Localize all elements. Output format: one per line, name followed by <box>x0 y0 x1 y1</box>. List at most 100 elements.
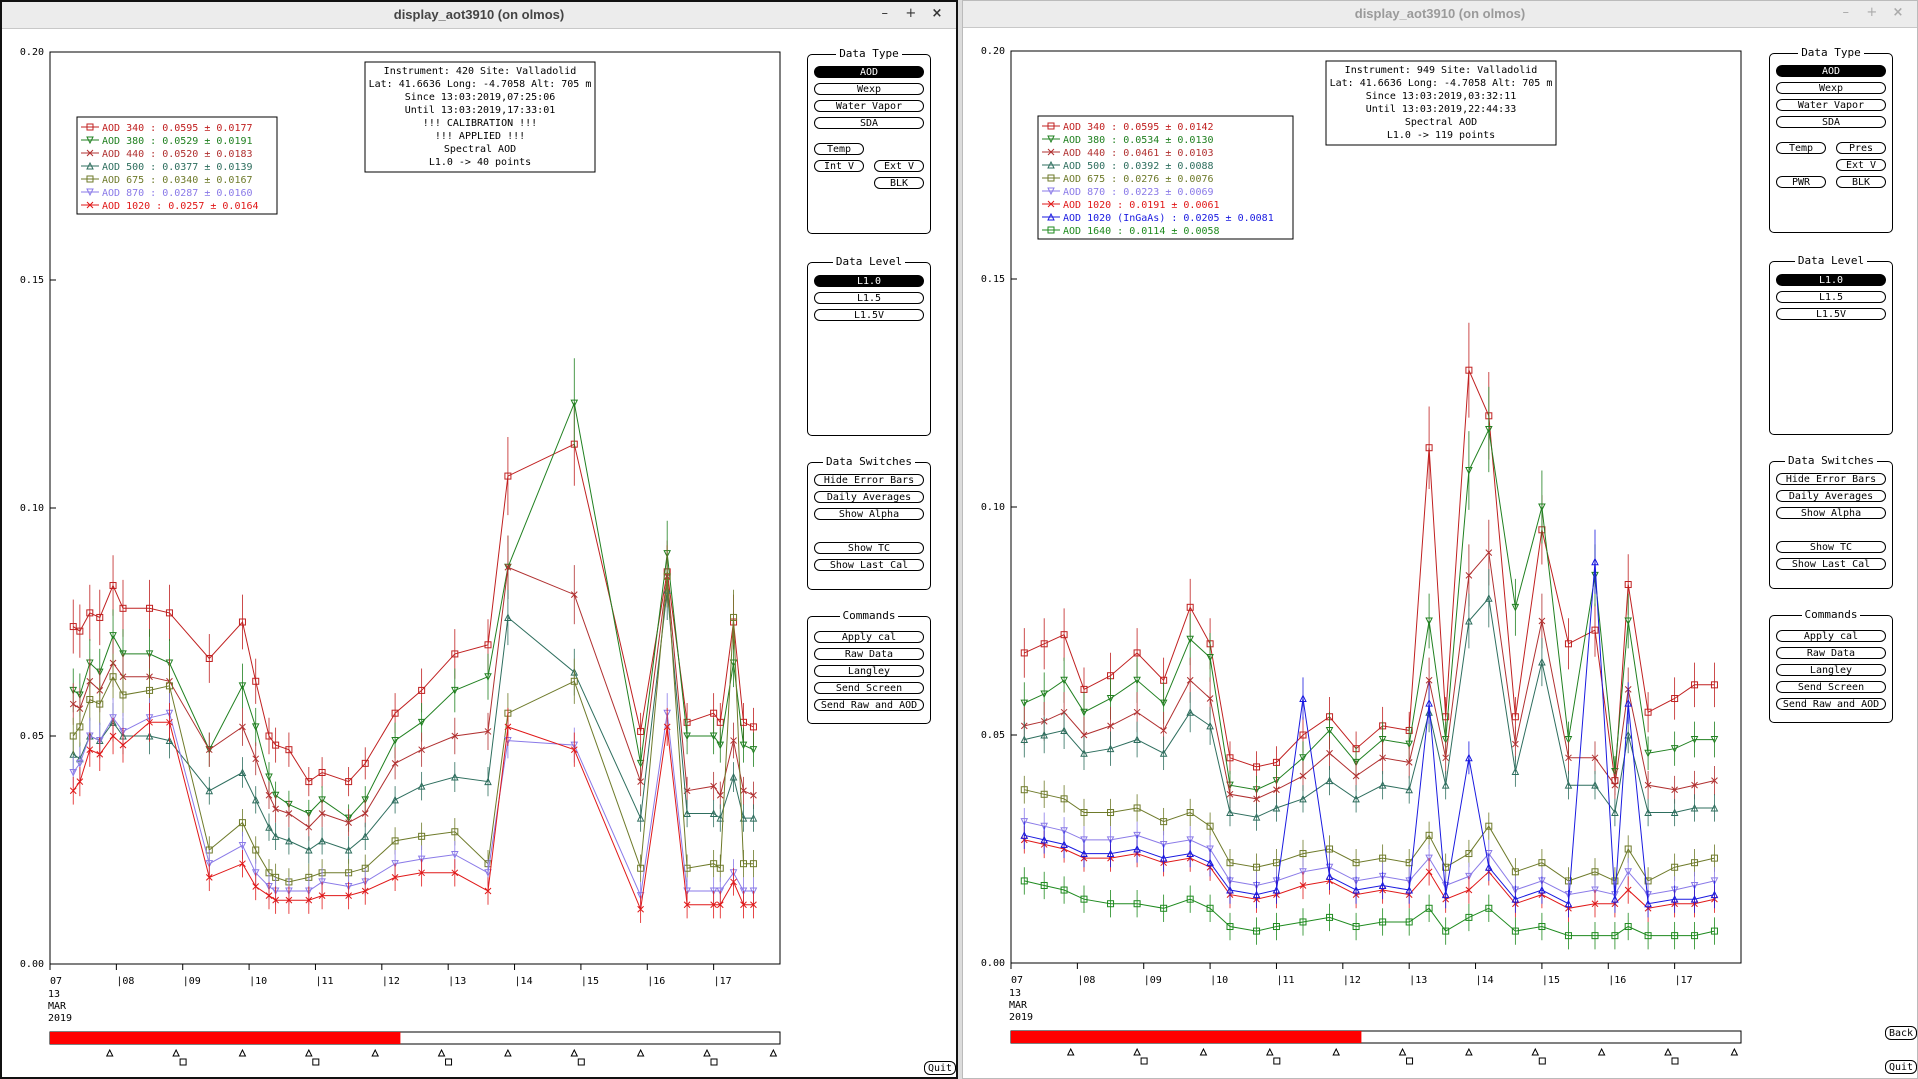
daily-averages-button[interactable]: Daily Averages <box>1776 490 1886 502</box>
data-point <box>1326 913 1334 921</box>
int-v-button[interactable]: Int V <box>814 160 864 172</box>
data-point <box>391 737 399 745</box>
temp-button[interactable]: Temp <box>1776 142 1826 154</box>
sda-button[interactable]: SDA <box>1776 116 1886 128</box>
timeline-marker <box>577 1058 585 1066</box>
chart-marks: 0.00 0.05 0.10 0.15 0.20 07 |08 |09 |10 |11 |12 |13… <box>981 46 1742 1065</box>
data-point <box>1273 786 1280 794</box>
pwr-button[interactable]: PWR <box>1776 176 1826 188</box>
langley-button[interactable]: Langley <box>1776 664 1886 676</box>
data-point <box>1591 781 1599 789</box>
hide-error-bars-button[interactable]: Hide Error Bars <box>1776 473 1886 485</box>
l10-button[interactable]: L1.0 <box>814 275 924 287</box>
close-button[interactable]: × <box>931 6 943 21</box>
data-point <box>1060 726 1068 734</box>
data-switches-panel: Data Switches Hide Error Bars Daily Aver… <box>1769 454 1893 589</box>
show-tc-button[interactable]: Show TC <box>1776 541 1886 553</box>
data-type-panel: Data Type AOD Wexp Water Vapor SDA Temp … <box>807 47 931 234</box>
data-point <box>1644 899 1652 908</box>
minimize-button[interactable]: – <box>1842 5 1849 20</box>
data-point <box>361 796 370 804</box>
ext-v-button[interactable]: Ext V <box>874 160 924 172</box>
data-point <box>265 732 273 740</box>
quit-button[interactable]: Quit <box>1885 1060 1918 1074</box>
maximize-button[interactable]: + <box>1866 5 1878 20</box>
data-point <box>484 887 492 895</box>
data-point <box>1160 727 1167 734</box>
data-point <box>1326 749 1333 757</box>
blk-button[interactable]: BLK <box>874 177 924 189</box>
legend-box <box>76 116 278 215</box>
data-point <box>318 768 326 776</box>
data-point <box>1465 572 1473 579</box>
data-point <box>484 869 492 877</box>
aod-button[interactable]: AOD <box>814 66 924 78</box>
data-point <box>710 901 717 909</box>
l15-button[interactable]: L1.5 <box>814 292 924 304</box>
left-window-titlebar[interactable]: display_aot3910 (on olmos) – + × <box>2 2 956 29</box>
wexp-button[interactable]: Wexp <box>1776 82 1886 94</box>
timeline-marker <box>1133 1047 1141 1056</box>
data-point <box>710 782 717 790</box>
close-button[interactable]: × <box>1892 5 1904 20</box>
sda-button[interactable]: SDA <box>814 117 924 129</box>
wexp-button[interactable]: Wexp <box>814 83 924 95</box>
timeline-progress <box>50 1032 401 1044</box>
back-button[interactable]: Back <box>1885 1026 1918 1040</box>
water-vapor-button[interactable]: Water Vapor <box>814 100 924 112</box>
data-point <box>205 746 213 754</box>
data-point <box>318 878 326 887</box>
l10-button[interactable]: L1.0 <box>1776 274 1886 286</box>
send-screen-button[interactable]: Send Screen <box>814 682 924 694</box>
pres-button[interactable]: Pres <box>1836 142 1886 154</box>
data-point <box>1538 859 1546 867</box>
data-point <box>1352 923 1360 931</box>
ext-v-button[interactable]: Ext V <box>1836 159 1886 171</box>
show-last-cal-button[interactable]: Show Last Cal <box>814 559 924 571</box>
apply-cal-button[interactable]: Apply cal <box>1776 630 1886 642</box>
info-line: L1.0 -> 40 points <box>429 157 531 168</box>
l15v-button[interactable]: L1.5V <box>1776 308 1886 320</box>
info-box <box>1325 60 1557 146</box>
quit-button[interactable]: Quit <box>924 1061 957 1075</box>
legend-entry: AOD 870 : 0.0223 ± 0.0069 <box>1063 187 1214 198</box>
data-point <box>1442 754 1450 762</box>
info-line: Lat: 41.6636 Long: -4.7058 Alt: 705 m <box>1330 78 1553 89</box>
series-line <box>72 576 754 883</box>
data-point <box>1080 849 1088 858</box>
data-point <box>86 161 94 170</box>
langley-button[interactable]: Langley <box>814 665 924 677</box>
data-point <box>1107 722 1114 730</box>
data-point <box>739 887 748 896</box>
send-raw-and-aod-button[interactable]: Send Raw and AOD <box>1776 698 1886 710</box>
data-point <box>238 618 246 626</box>
blk-button[interactable]: BLK <box>1836 176 1886 188</box>
aod-button[interactable]: AOD <box>1776 65 1886 77</box>
right-window-titlebar[interactable]: display_aot3910 (on olmos) – + × <box>963 1 1917 28</box>
show-last-cal-button[interactable]: Show Last Cal <box>1776 558 1886 570</box>
data-point <box>1326 845 1334 853</box>
raw-data-button[interactable]: Raw Data <box>814 648 924 660</box>
temp-button[interactable]: Temp <box>814 143 864 155</box>
show-alpha-button[interactable]: Show Alpha <box>814 508 924 520</box>
daily-averages-button[interactable]: Daily Averages <box>814 491 924 503</box>
data-point <box>1352 794 1360 803</box>
l15-button[interactable]: L1.5 <box>1776 291 1886 303</box>
l15v-button[interactable]: L1.5V <box>814 309 924 321</box>
minimize-button[interactable]: – <box>881 6 888 21</box>
show-tc-button[interactable]: Show TC <box>814 542 924 554</box>
hide-error-bars-button[interactable]: Hide Error Bars <box>814 474 924 486</box>
maximize-button[interactable]: + <box>905 6 917 21</box>
send-screen-button[interactable]: Send Screen <box>1776 681 1886 693</box>
water-vapor-button[interactable]: Water Vapor <box>1776 99 1886 111</box>
data-point <box>1047 200 1055 208</box>
data-point <box>1425 444 1433 452</box>
data-point <box>637 778 644 785</box>
send-raw-and-aod-button[interactable]: Send Raw and AOD <box>814 699 924 711</box>
y-tick-label: 0.00 <box>20 959 44 970</box>
apply-cal-button[interactable]: Apply cal <box>814 631 924 643</box>
data-point <box>1060 631 1068 639</box>
raw-data-button[interactable]: Raw Data <box>1776 647 1886 659</box>
show-alpha-button[interactable]: Show Alpha <box>1776 507 1886 519</box>
data-point <box>716 791 724 799</box>
